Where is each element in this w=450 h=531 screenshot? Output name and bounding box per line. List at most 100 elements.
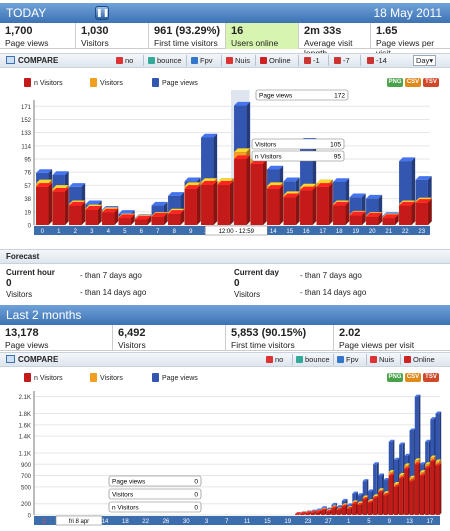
option-no[interactable]: no (266, 354, 283, 365)
option-nuis[interactable]: Nuis (370, 354, 394, 365)
n-visitors-bar-side (381, 490, 384, 515)
n-visitors-bar-top (378, 490, 384, 493)
visitors-bar-top (393, 482, 400, 484)
n-visitors-bar-side (147, 215, 152, 225)
option-label: -7 (343, 56, 350, 65)
n-visitors-bar-top (326, 509, 332, 512)
csv-button[interactable]: CSV (405, 373, 421, 382)
page-views-bar-top (399, 442, 405, 445)
stat-value: 16 (231, 25, 244, 37)
pause-button[interactable]: ❚❚ (95, 6, 109, 20)
n-visitors-bar-top (352, 501, 358, 504)
n-visitors-bar (283, 197, 296, 225)
n-visitors-bar (430, 461, 435, 515)
n-visitors-bar-top (315, 510, 322, 513)
page-views-bar-top (201, 133, 218, 138)
visitors-bar-top (430, 455, 437, 458)
n-visitors-bar (321, 510, 325, 515)
png-button[interactable]: PNG (387, 373, 403, 382)
current-hour-line1: - than 7 days ago (80, 271, 142, 280)
n-visitors-bar-side (439, 463, 442, 515)
legend-n-visitors[interactable]: n Visitors (24, 373, 63, 382)
stat-users-online[interactable]: 16 Users online (225, 23, 298, 49)
y-tick-label: 2.1K (19, 395, 31, 401)
option-online[interactable]: Online (404, 354, 435, 365)
n-visitors-bar-top (295, 512, 301, 515)
page-views-bar-top (151, 201, 168, 206)
option-nuis[interactable]: Nuis (226, 55, 250, 66)
n-visitors-bar (310, 512, 315, 515)
n-visitors-bar (414, 464, 419, 515)
n-visitors-bar (85, 209, 98, 225)
y-tick-label: 95 (24, 158, 31, 164)
stat-value: 5,853 (90.15%) (231, 327, 307, 339)
n-visitors-bar-top (151, 212, 168, 217)
tsv-button[interactable]: TSV (423, 78, 439, 87)
option-fpv[interactable]: Fpv (191, 55, 213, 66)
csv-button[interactable]: CSV (405, 78, 421, 87)
option-bounce[interactable]: bounce (296, 354, 330, 365)
n-visitors-bar-side (196, 185, 201, 225)
page-views-bar-top (283, 177, 300, 182)
n-visitors-bar-top (357, 502, 364, 505)
option-minus-14[interactable]: -14 (367, 55, 387, 66)
tooltip-row-box (108, 501, 202, 513)
n-visitors-bar-side (387, 493, 390, 515)
page-views-bar-top (419, 462, 426, 465)
day-select[interactable]: Day▾ (413, 55, 437, 66)
legend-label: n Visitors (34, 375, 63, 382)
divider (333, 354, 334, 365)
n-visitors-bar-top (415, 199, 432, 203)
compare-label[interactable]: COMPARE (6, 355, 58, 364)
tooltip-row-value: 105 (330, 142, 341, 149)
visitors-bar-top (414, 458, 421, 461)
legend-visitors[interactable]: Visitors (90, 78, 123, 87)
y-tick-label: 200 (21, 502, 32, 508)
n-visitors-bar (347, 508, 351, 515)
bounce-icon (148, 57, 155, 64)
page-views-bar-top (404, 453, 410, 456)
option-minus-7[interactable]: -7 (334, 55, 350, 66)
y-tick-label: 900 (21, 463, 32, 469)
option-bounce[interactable]: bounce (148, 55, 182, 66)
n-visitors-bar-side (378, 212, 383, 225)
compare-label[interactable]: COMPARE (6, 56, 58, 65)
legend-page-views[interactable]: Page views (152, 373, 198, 382)
n-visitors-bar (315, 512, 320, 515)
visitors-bar-top (435, 459, 442, 462)
compare-text: COMPARE (18, 355, 59, 364)
x-tick-label: 3 (205, 519, 209, 525)
x-tick-label: 8 (173, 229, 177, 235)
png-button[interactable]: PNG (387, 78, 403, 87)
x-tick-label: 2 (74, 229, 78, 235)
divider (298, 55, 299, 66)
legend-n-visitors[interactable]: n Visitors (24, 78, 63, 87)
n-visitors-bar-top (419, 473, 426, 476)
divider (366, 354, 367, 365)
n-visitors-bar (388, 475, 393, 515)
calendar-icon (367, 57, 374, 64)
tooltip-row-box (251, 138, 345, 150)
tooltip-date-box (55, 515, 103, 526)
n-visitors-bar-side (366, 497, 369, 515)
tsv-button[interactable]: TSV (423, 373, 439, 382)
page-views-bar-top (36, 169, 53, 173)
legend-visitors[interactable]: Visitors (90, 373, 123, 382)
x-tick-label: 1 (347, 519, 351, 525)
n-visitors-bar-top (283, 193, 300, 198)
n-visitors-bar-side (163, 212, 168, 225)
option-label: Nuis (379, 355, 395, 364)
page-views-bar-top (331, 502, 338, 505)
n-visitors-bar-top (316, 183, 333, 187)
option-fpv[interactable]: Fpv (337, 354, 359, 365)
n-visitors-bar-top (373, 496, 379, 499)
option-no[interactable]: no (116, 55, 133, 66)
page-views-bar-top (52, 171, 69, 175)
n-visitors-bar-side (428, 465, 431, 515)
option-online[interactable]: Online (260, 55, 291, 66)
page-views-bar-top (341, 498, 348, 501)
option-minus-1[interactable]: -1 (304, 55, 320, 66)
legend-page-views[interactable]: Page views (152, 78, 198, 87)
tooltip-hour: 12:00 - 12:59 (219, 229, 255, 235)
swatch (152, 78, 159, 87)
